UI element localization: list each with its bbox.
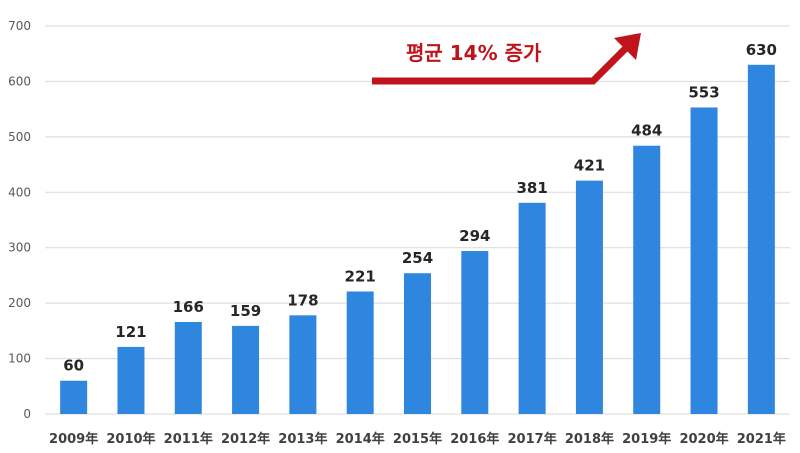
bar	[60, 380, 88, 414]
y-tick-label: 300	[8, 241, 31, 255]
data-label: 60	[63, 357, 84, 375]
y-tick-label: 200	[8, 296, 31, 310]
growth-arrow-head	[614, 33, 641, 60]
bar	[575, 180, 603, 414]
data-label: 553	[688, 83, 719, 101]
y-tick-label: 500	[8, 130, 31, 144]
data-label: 421	[574, 157, 605, 175]
data-label: 484	[631, 122, 662, 140]
data-label: 121	[115, 323, 146, 341]
x-tick-label: 2019年	[622, 431, 671, 447]
bar	[518, 202, 546, 414]
bar	[747, 64, 775, 415]
bar	[404, 273, 431, 414]
data-label: 178	[287, 291, 318, 309]
x-tick-label: 2013年	[278, 431, 327, 447]
bar	[232, 325, 260, 414]
x-tick-label: 2020年	[679, 431, 728, 447]
x-tick-label: 2018年	[565, 431, 614, 447]
bar	[289, 315, 317, 414]
bar	[346, 291, 374, 414]
data-label: 221	[345, 268, 376, 286]
data-label: 381	[516, 179, 547, 197]
bars	[60, 64, 775, 415]
y-tick-label: 400	[8, 185, 31, 199]
bar	[117, 346, 145, 414]
y-tick-label: 0	[23, 407, 31, 421]
data-label: 254	[402, 249, 433, 267]
data-label: 166	[173, 298, 204, 316]
x-tick-label: 2021年	[737, 431, 786, 447]
x-tick-label: 2015年	[393, 431, 442, 447]
y-tick-label: 600	[8, 74, 31, 88]
x-tick-label: 2014年	[336, 431, 385, 447]
growth-annotation: 평균 14% 증가	[372, 33, 641, 85]
x-tick-label: 2010年	[106, 431, 155, 447]
data-labels: 60 121 166 159 178 221 254 294 381 421 484 553 630	[63, 41, 777, 375]
bar	[461, 251, 489, 414]
bar	[633, 145, 661, 414]
growth-annotation-text: 평균 14% 증가	[406, 41, 542, 65]
bar	[690, 107, 718, 414]
y-tick-label: 100	[8, 352, 31, 366]
x-axis-ticks: 2009年 2010年 2011年 2012年 2013年 2014年 2015年 2016年…	[49, 431, 786, 447]
growth-arrow-line	[372, 41, 633, 85]
data-label: 630	[746, 41, 777, 59]
x-tick-label: 2011年	[164, 431, 213, 447]
data-label: 294	[459, 227, 490, 245]
bar	[174, 321, 202, 414]
y-tick-label: 700	[8, 19, 31, 33]
x-tick-label: 2017年	[508, 431, 557, 447]
x-tick-label: 2009年	[49, 431, 98, 447]
x-tick-label: 2012年	[221, 431, 270, 447]
y-axis-ticks: 0 100 200 300 400 500 600 700	[8, 19, 31, 421]
data-label: 159	[230, 302, 261, 320]
x-tick-label: 2016年	[450, 431, 499, 447]
